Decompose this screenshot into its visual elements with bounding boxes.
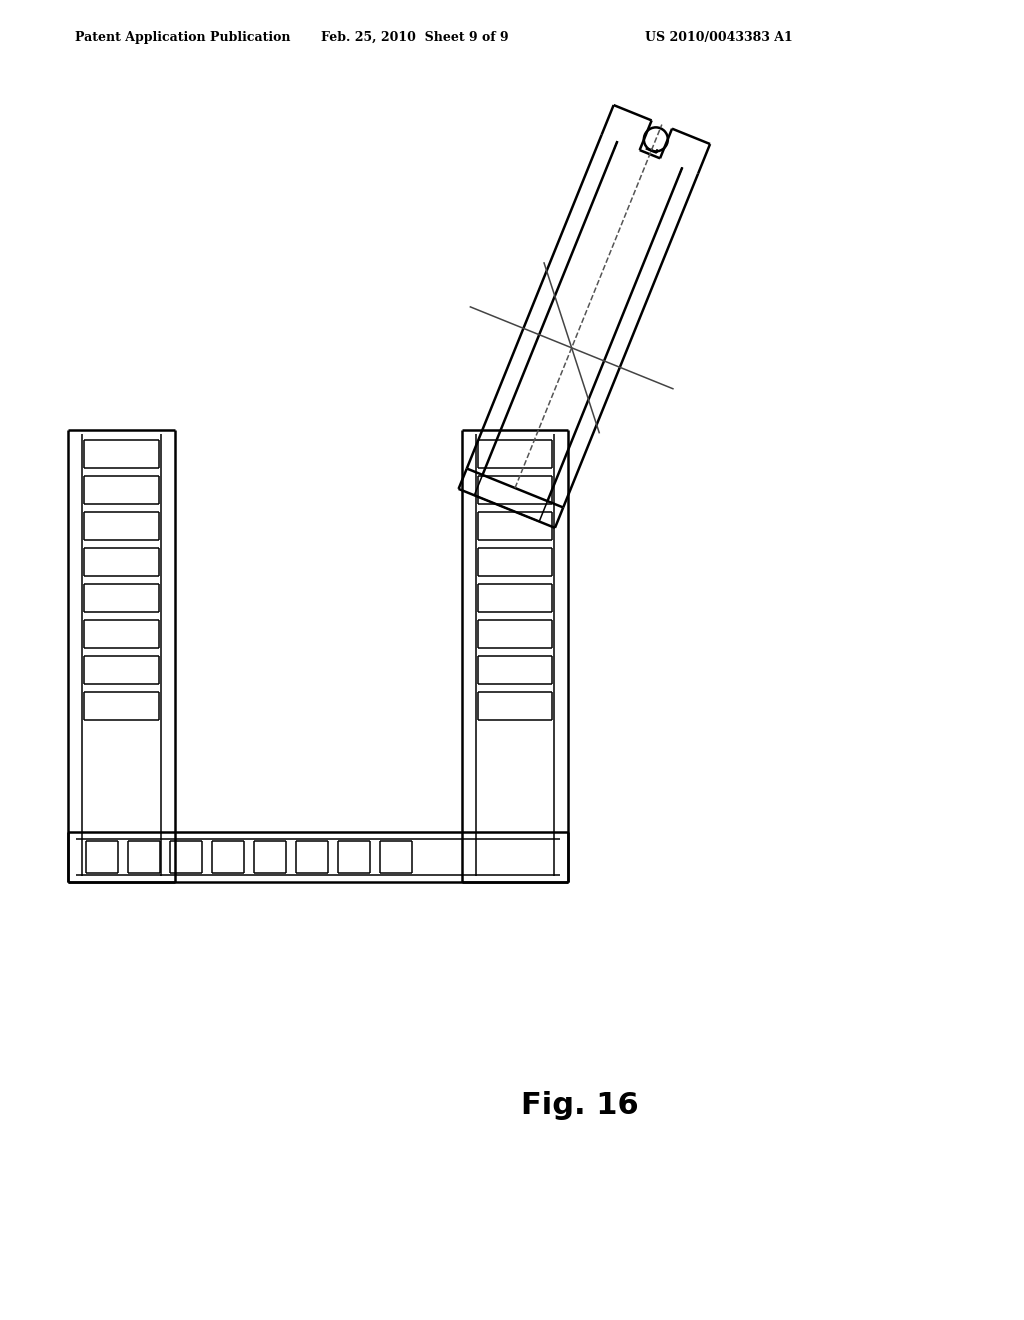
- Text: Feb. 25, 2010  Sheet 9 of 9: Feb. 25, 2010 Sheet 9 of 9: [322, 30, 509, 44]
- Text: US 2010/0043383 A1: US 2010/0043383 A1: [645, 30, 793, 44]
- Text: Patent Application Publication: Patent Application Publication: [75, 30, 291, 44]
- Text: Fig. 16: Fig. 16: [521, 1090, 639, 1119]
